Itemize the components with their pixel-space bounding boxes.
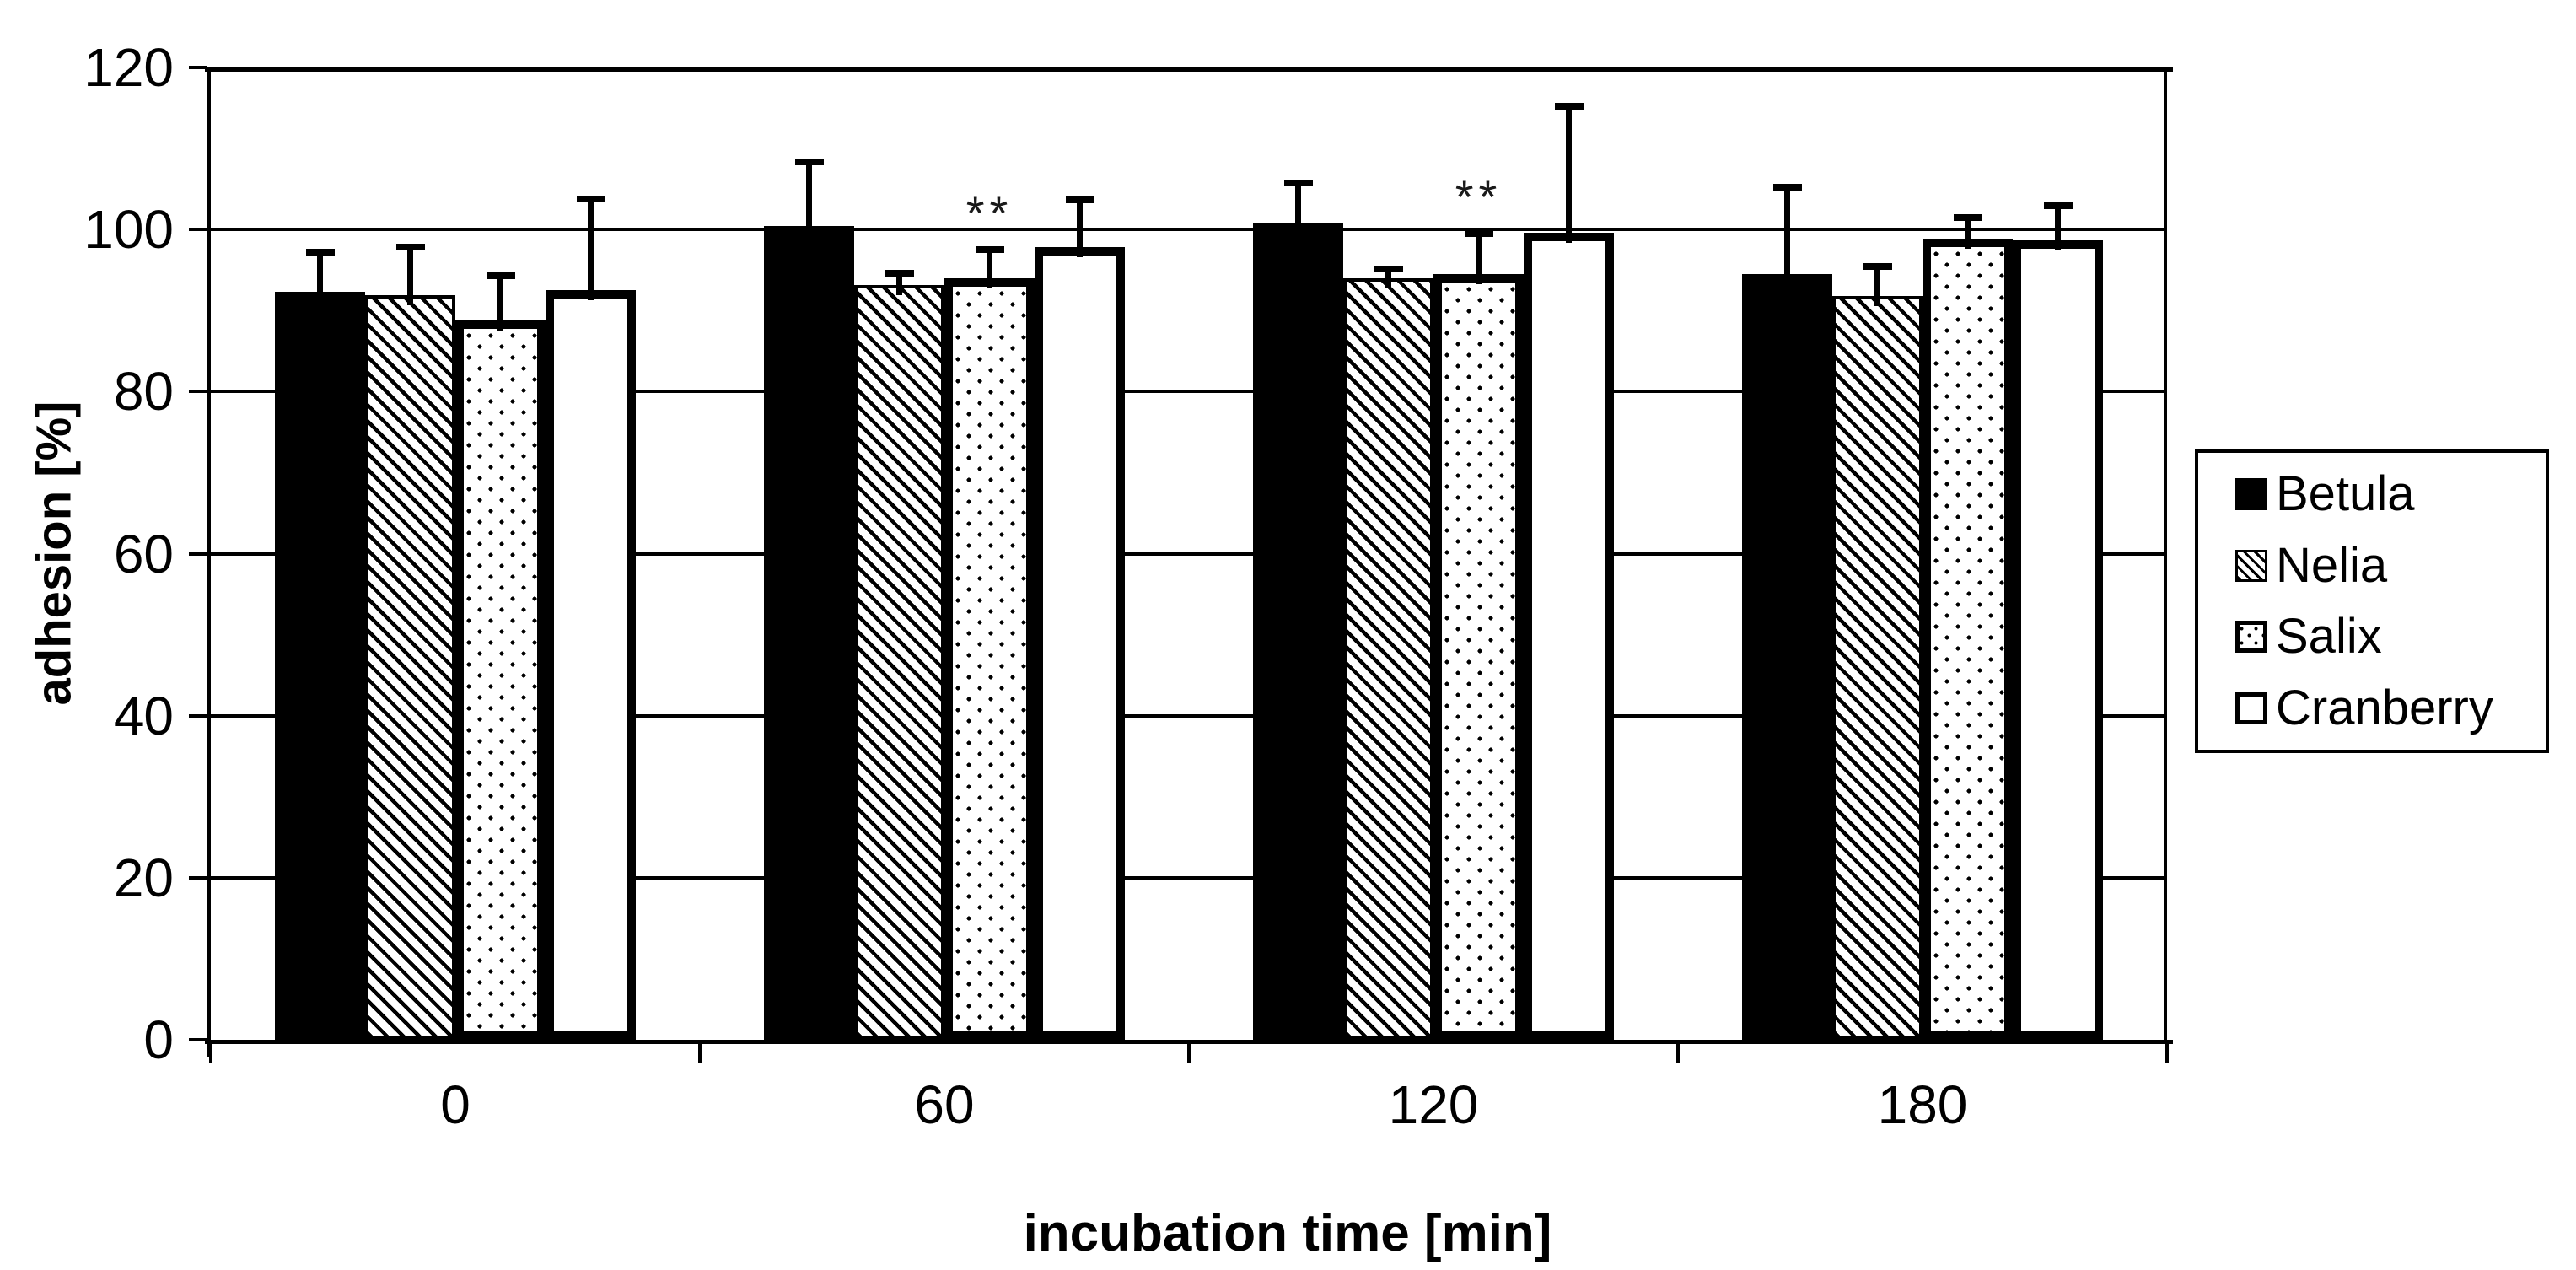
bar-cranberry-120: [1524, 233, 1614, 1040]
bar-cranberry-180: [2013, 239, 2103, 1040]
legend-label-betula: Betula: [2276, 466, 2415, 521]
error-bar-nelia-120: [1385, 266, 1391, 288]
x-tick-0: [209, 1044, 212, 1063]
bar-salix-120: [1433, 274, 1524, 1040]
bar-cranberry-60: [1035, 247, 1125, 1040]
y-tick-20: [189, 875, 207, 880]
x-axis-title: incubation time [min]: [1023, 1204, 1552, 1262]
y-tick-80: [189, 390, 207, 394]
bar-salix-60: [944, 277, 1035, 1040]
error-cap-betula-60: [794, 158, 824, 165]
legend-item-salix: Salix: [2235, 612, 2539, 661]
error-bar-nelia-180: [1874, 262, 1880, 306]
x-tick-3: [1676, 1044, 1680, 1063]
error-cap-betula-0: [305, 249, 335, 256]
significance-marker-salix-60: **: [965, 186, 1014, 240]
error-cap-nelia-180: [1863, 262, 1892, 270]
y-tick-100: [189, 228, 207, 232]
x-axis-line: [205, 1040, 2173, 1044]
bar-nelia-120: [1343, 277, 1433, 1040]
legend-box: Betula Nelia Salix Cranberry: [2195, 449, 2549, 753]
x-tick-label-180: 180: [1877, 1074, 1968, 1135]
error-cap-nelia-120: [1374, 266, 1403, 273]
error-bar-salix-120: [1476, 230, 1482, 285]
bar-cranberry-0: [546, 290, 636, 1040]
bar-betula-120: [1253, 223, 1343, 1040]
bar-salix-0: [455, 320, 546, 1040]
legend-marker-nelia: [2235, 549, 2267, 582]
error-bar-cranberry-0: [588, 195, 594, 301]
gridline-y-20: [211, 875, 2167, 880]
error-bar-salix-0: [497, 272, 503, 331]
y-tick-label-100: 100: [83, 199, 174, 261]
gridline-y-40: [211, 713, 2167, 718]
error-cap-salix-60: [975, 246, 1004, 254]
x-tick-2: [1187, 1044, 1191, 1063]
plot-top-border: [205, 67, 2173, 72]
gridline-y-60: [211, 552, 2167, 556]
legend-marker-cranberry: [2235, 692, 2267, 724]
y-tick-label-0: 0: [143, 1009, 174, 1070]
y-tick-120: [189, 66, 207, 69]
bar-nelia-0: [365, 295, 455, 1040]
x-tick-label-0: 0: [440, 1074, 471, 1135]
legend-label-cranberry: Cranberry: [2276, 680, 2493, 735]
y-tick-60: [189, 552, 207, 556]
error-cap-cranberry-180: [2043, 202, 2073, 209]
y-tick-label-60: 60: [113, 523, 174, 584]
significance-marker-salix-120: **: [1455, 170, 1503, 224]
plot-area: ** **: [189, 66, 2173, 1063]
error-cap-salix-120: [1464, 230, 1493, 238]
legend-label-nelia: Nelia: [2276, 537, 2388, 593]
x-tick-4: [2165, 1044, 2169, 1063]
error-bar-salix-180: [1965, 213, 1971, 249]
error-bar-nelia-60: [896, 270, 902, 295]
error-cap-salix-0: [486, 272, 515, 280]
bar-betula-180: [1742, 274, 1832, 1040]
legend-item-nelia: Nelia: [2235, 541, 2539, 590]
error-bar-cranberry-180: [2055, 202, 2061, 250]
error-bar-betula-180: [1784, 184, 1790, 285]
bar-betula-0: [275, 292, 365, 1040]
y-tick-label-20: 20: [113, 847, 174, 908]
error-cap-cranberry-0: [576, 195, 605, 202]
bar-betula-60: [764, 226, 854, 1040]
bar-nelia-60: [854, 284, 944, 1040]
y-tick-label-80: 80: [113, 361, 174, 422]
error-cap-salix-180: [1953, 213, 1982, 221]
y-tick-label-120: 120: [83, 37, 174, 98]
legend-marker-salix: [2235, 621, 2267, 654]
y-tick-label-40: 40: [113, 685, 174, 746]
error-cap-nelia-0: [395, 243, 425, 250]
gridline-y-80: [211, 390, 2167, 394]
error-bar-cranberry-120: [1566, 103, 1572, 244]
y-tick-40: [189, 713, 207, 718]
x-tick-label-120: 120: [1388, 1074, 1479, 1135]
error-bar-betula-120: [1295, 179, 1301, 234]
gridline-y-100: [211, 228, 2167, 232]
error-cap-betula-120: [1283, 179, 1313, 186]
x-tick-1: [698, 1044, 702, 1063]
error-bar-salix-60: [987, 246, 992, 288]
y-axis-line: [207, 67, 211, 1057]
legend-label-salix: Salix: [2276, 609, 2382, 665]
error-cap-betula-180: [1772, 184, 1802, 191]
error-bar-cranberry-60: [1077, 196, 1083, 258]
error-cap-nelia-60: [885, 270, 914, 277]
x-tick-label-60: 60: [914, 1074, 975, 1135]
error-bar-nelia-0: [407, 243, 413, 305]
error-bar-betula-60: [806, 158, 812, 237]
bar-salix-180: [1923, 238, 2013, 1040]
error-bar-betula-0: [317, 249, 323, 303]
error-cap-cranberry-60: [1065, 196, 1094, 203]
error-cap-cranberry-120: [1554, 103, 1584, 110]
legend-item-cranberry: Cranberry: [2235, 680, 2539, 735]
legend-marker-betula: [2235, 478, 2267, 510]
legend-item-betula: Betula: [2235, 470, 2539, 519]
bar-nelia-180: [1832, 295, 1923, 1040]
y-tick-0: [189, 1038, 207, 1041]
